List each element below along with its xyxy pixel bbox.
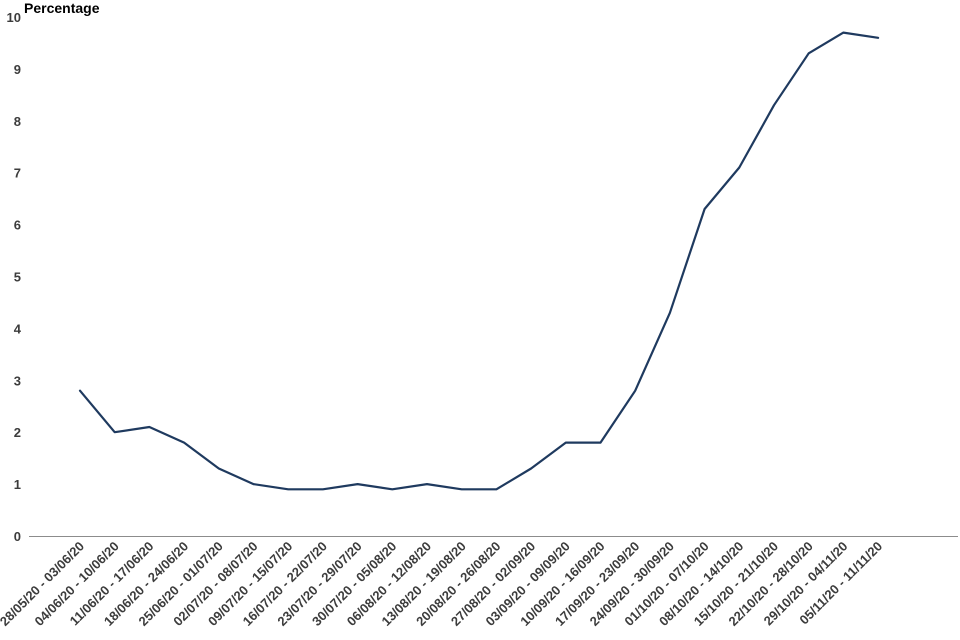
data-point (565, 442, 567, 444)
data-point (808, 52, 810, 54)
data-point (877, 37, 879, 39)
y-axis-ticks: 0 1 2 3 4 5 6 7 8 9 10 (7, 10, 22, 544)
y-tick-label: 0 (14, 529, 21, 544)
data-point (253, 483, 255, 485)
y-tick-label: 6 (14, 218, 21, 233)
data-point (530, 468, 532, 470)
data-point (738, 167, 740, 169)
data-point (148, 426, 150, 428)
y-tick-label: 9 (14, 62, 21, 77)
y-tick-label: 4 (14, 321, 22, 336)
data-point (704, 208, 706, 210)
data-point (79, 390, 81, 392)
data-point (322, 488, 324, 490)
data-point (287, 488, 289, 490)
y-tick-label: 3 (14, 373, 21, 388)
data-point (218, 468, 220, 470)
data-point (357, 483, 359, 485)
data-point (114, 431, 116, 433)
data-point (842, 32, 844, 34)
y-tick-label: 7 (14, 166, 21, 181)
series-group (78, 31, 880, 491)
data-point (391, 488, 393, 490)
y-tick-label: 1 (14, 477, 21, 492)
y-axis-label: Percentage (24, 0, 100, 16)
data-point (634, 390, 636, 392)
y-tick-label: 2 (14, 425, 21, 440)
data-point (426, 483, 428, 485)
y-tick-label: 5 (14, 270, 21, 285)
data-point (600, 442, 602, 444)
data-point (461, 488, 463, 490)
data-point (669, 312, 671, 314)
series-line (78, 31, 880, 491)
data-point (773, 104, 775, 106)
data-point (183, 442, 185, 444)
data-point (495, 488, 497, 490)
y-tick-label: 8 (14, 114, 21, 129)
y-tick-label: 10 (7, 10, 21, 25)
